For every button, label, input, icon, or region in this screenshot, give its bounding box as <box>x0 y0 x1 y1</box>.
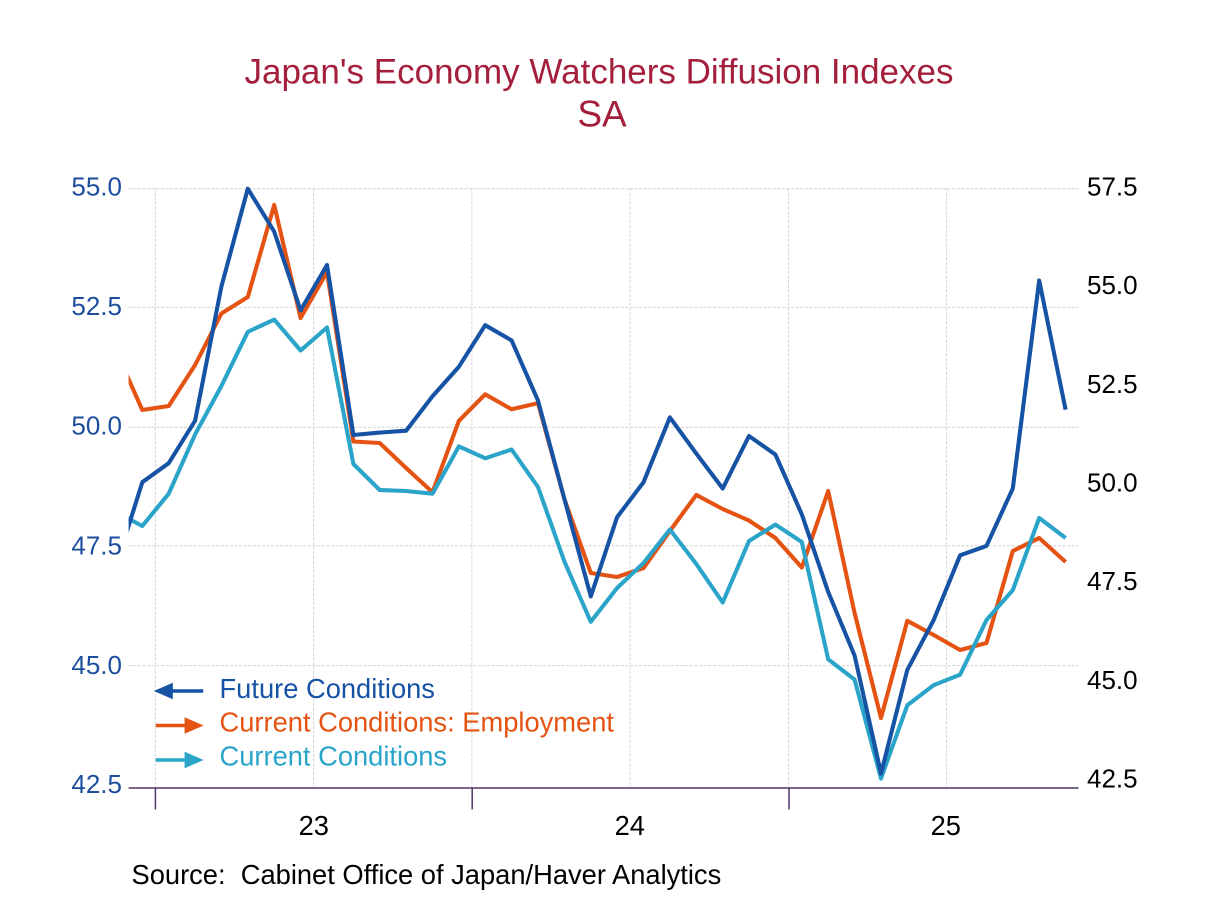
svg-text:Future Conditions: Future Conditions <box>220 673 435 704</box>
svg-text:47.5: 47.5 <box>1087 566 1138 596</box>
svg-text:23: 23 <box>299 810 329 841</box>
svg-text:52.5: 52.5 <box>71 291 122 321</box>
svg-text:Source: Cabinet Office of Jap: Source: Cabinet Office of Japan/Haver An… <box>132 859 722 890</box>
svg-text:55.0: 55.0 <box>71 172 122 202</box>
svg-text:47.5: 47.5 <box>71 530 122 560</box>
svg-text:50.0: 50.0 <box>71 411 122 441</box>
svg-text:55.0: 55.0 <box>1087 270 1138 300</box>
svg-text:52.5: 52.5 <box>1087 369 1138 399</box>
svg-text:Current Conditions: Employment: Current Conditions: Employment <box>220 707 615 738</box>
svg-text:42.5: 42.5 <box>71 769 122 799</box>
svg-text:42.5: 42.5 <box>1087 764 1138 794</box>
svg-text:Current Conditions: Current Conditions <box>220 741 448 772</box>
svg-text:57.5: 57.5 <box>1087 171 1138 201</box>
svg-text:45.0: 45.0 <box>71 650 122 680</box>
svg-text:25: 25 <box>931 810 961 841</box>
svg-text:50.0: 50.0 <box>1087 468 1138 498</box>
svg-text:45.0: 45.0 <box>1087 665 1138 695</box>
svg-text:Japan's Economy Watchers Diffu: Japan's Economy Watchers Diffusion Index… <box>245 53 954 92</box>
svg-text:24: 24 <box>615 810 645 841</box>
svg-text:SA: SA <box>577 94 627 135</box>
